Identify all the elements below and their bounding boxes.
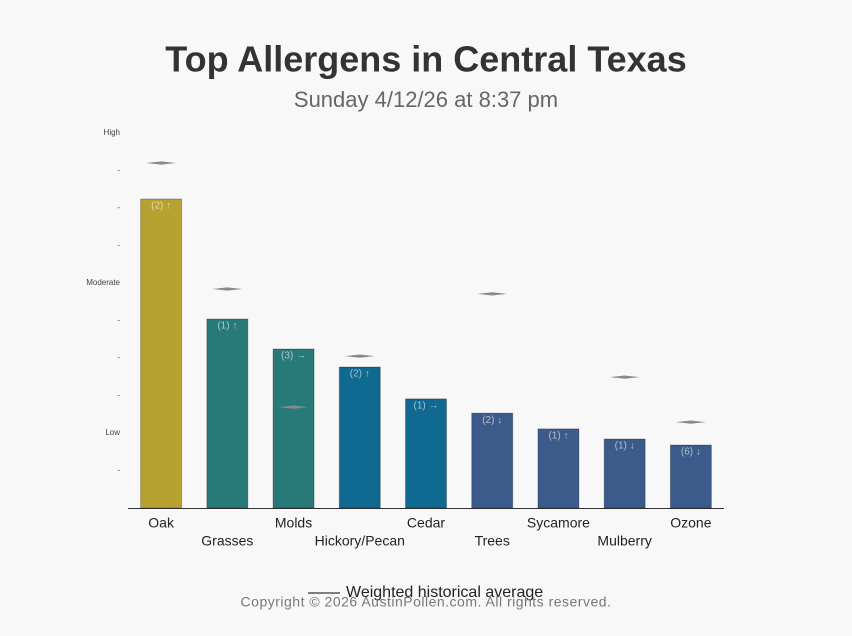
- x-tick-label: Molds: [275, 515, 312, 531]
- bar-label: (2) ↑: [151, 201, 171, 212]
- y-tick-label: -: [117, 203, 120, 212]
- legend-label: Weighted historical average: [346, 584, 543, 601]
- bar: [272, 348, 315, 509]
- y-tick-label: Moderate: [86, 278, 120, 287]
- y-tick-label: -: [117, 241, 120, 250]
- y-tick-label: -: [117, 316, 120, 325]
- bar-label: (1) ↑: [217, 321, 237, 332]
- bar-label: (1) ↓: [615, 441, 635, 452]
- footer: Copyright © 2026 AustinPollen.com. All r…: [241, 594, 612, 610]
- average-marker: [278, 405, 309, 409]
- average-marker: [344, 354, 375, 358]
- average-marker: [609, 375, 640, 379]
- x-tick-label: Oak: [148, 515, 175, 531]
- y-tick-label: -: [117, 391, 120, 400]
- average-marker: [212, 287, 243, 291]
- chart-title: Top Allergens in Central Texas: [165, 39, 686, 80]
- bar: [140, 198, 183, 509]
- x-tick-label: Hickory/Pecan: [315, 533, 405, 549]
- bar: [338, 366, 381, 509]
- x-tick-label: Ozone: [670, 515, 711, 531]
- chart-subtitle: Sunday 4/12/26 at 8:37 pm: [294, 87, 558, 112]
- bar: [405, 398, 447, 509]
- y-tick-label: Low: [105, 428, 120, 437]
- x-tick-label: Sycamore: [527, 515, 590, 531]
- average-marker: [146, 161, 177, 165]
- bar: [603, 438, 646, 509]
- x-tick-label: Cedar: [407, 515, 445, 531]
- bar-label: (1) →: [414, 401, 439, 412]
- average-marker: [477, 292, 508, 296]
- bar: [471, 412, 514, 509]
- bar-label: (2) ↑: [350, 369, 370, 380]
- average-marker: [675, 420, 706, 424]
- x-tick-label: Grasses: [201, 533, 253, 549]
- bar: [206, 318, 249, 509]
- y-tick-label: -: [117, 466, 120, 475]
- bar-label: (1) ↑: [548, 431, 568, 442]
- x-tick-label: Mulberry: [597, 533, 651, 549]
- x-tick-label: Trees: [475, 533, 510, 549]
- y-tick-label: -: [117, 166, 120, 175]
- bar-label: (2) ↓: [482, 415, 502, 426]
- y-tick-label: -: [117, 353, 120, 362]
- bar: [537, 428, 580, 509]
- bar: [669, 444, 712, 509]
- bar-label: (3) →: [281, 351, 306, 362]
- bar-label: (6) ↓: [681, 447, 701, 458]
- y-tick-label: High: [104, 128, 120, 137]
